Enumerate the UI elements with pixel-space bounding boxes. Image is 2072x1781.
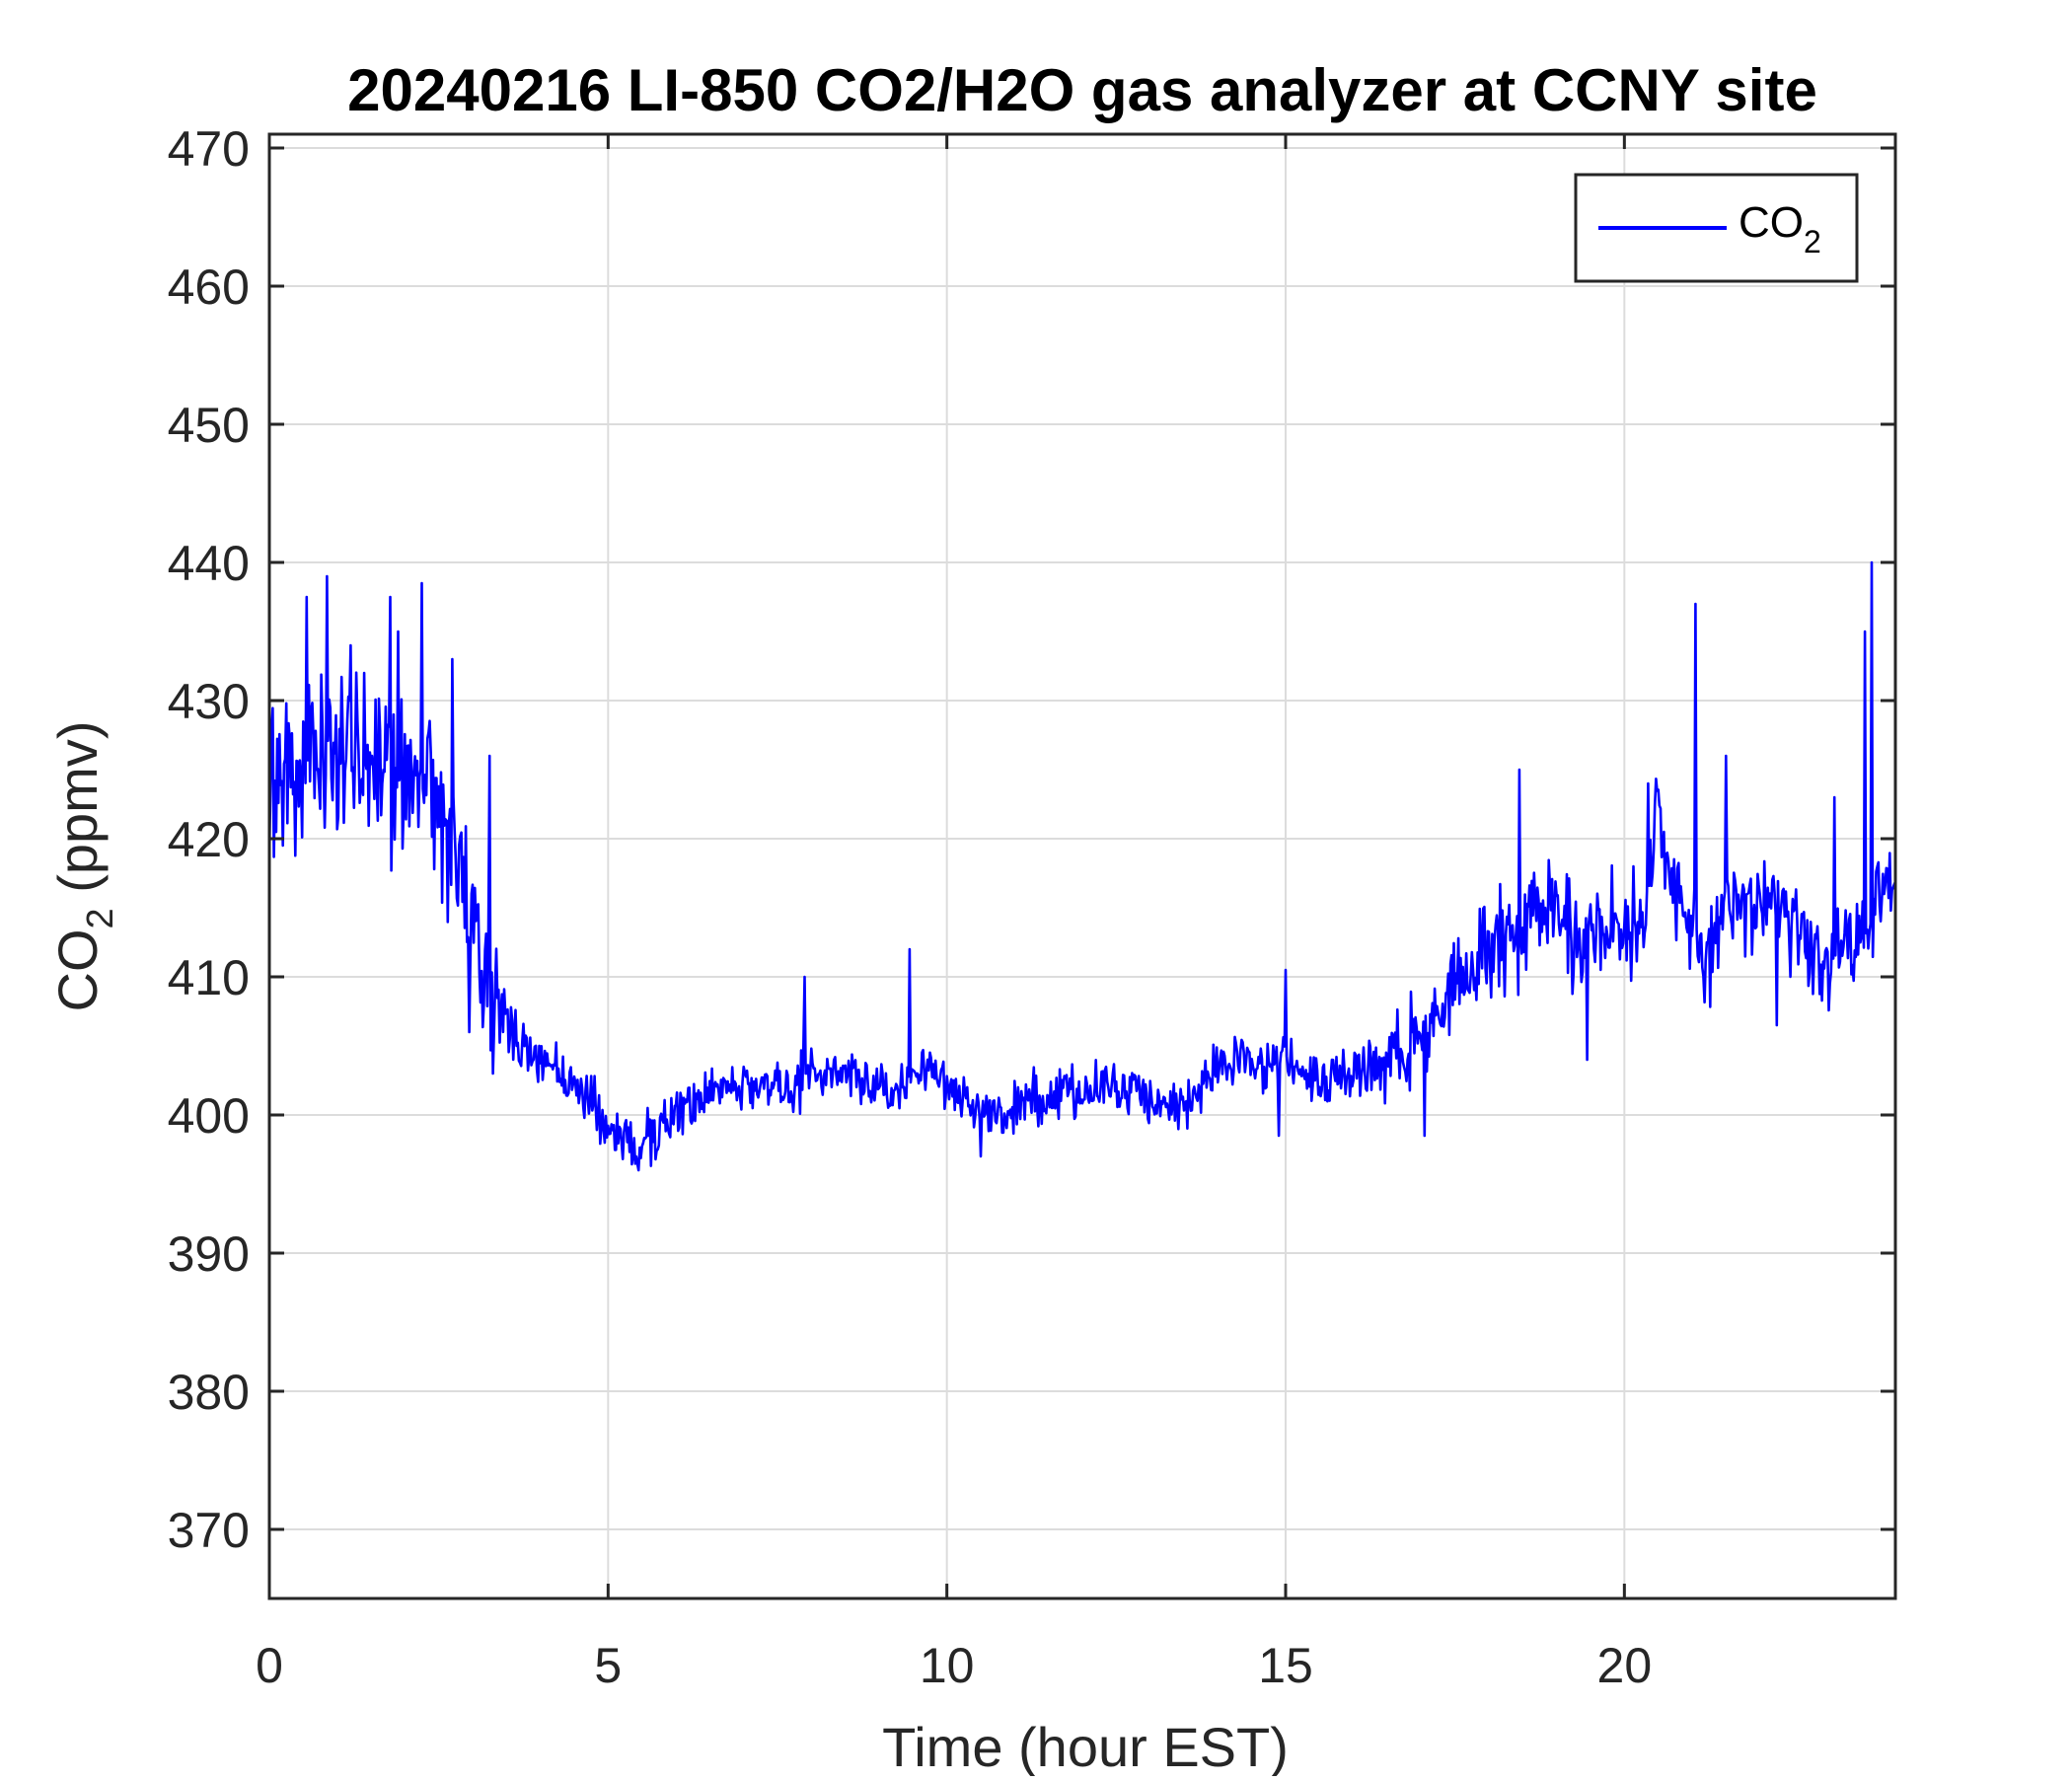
legend-label-base: CO [1739, 198, 1804, 247]
y-tick-label: 420 [168, 812, 250, 867]
axis-ticks: 0 5 10 15 20 370 380 390 400 410 420 430 440 450 460 47… [168, 121, 1895, 1693]
y-axis-label: CO2 (ppmv) [46, 721, 121, 1012]
legend-label-subscript: 2 [1804, 224, 1821, 260]
y-tick-label: 370 [168, 1503, 250, 1558]
x-tick-label: 10 [920, 1638, 975, 1693]
y-axis-label-base: CO [46, 928, 109, 1011]
chart-title: 20240216 LI-850 CO2/H2O gas analyzer at … [347, 57, 1817, 123]
y-tick-label: 380 [168, 1365, 250, 1420]
y-tick-label: 450 [168, 398, 250, 453]
x-tick-label: 20 [1597, 1638, 1653, 1693]
x-tick-label: 0 [256, 1638, 283, 1693]
y-axis-label-subscript: 2 [80, 908, 121, 928]
series-layer [267, 560, 1897, 1172]
x-tick-label: 5 [594, 1638, 622, 1693]
y-tick-label: 430 [168, 674, 250, 729]
gridlines [269, 134, 1895, 1598]
y-tick-label: 460 [168, 260, 250, 315]
axes-box [267, 132, 1897, 1600]
y-tick-label: 440 [168, 536, 250, 591]
legend-entry-co2: CO2 [1739, 198, 1821, 260]
x-tick-label: 15 [1258, 1638, 1313, 1693]
x-axis-label: Time (hour EST) [882, 1716, 1289, 1776]
legend: CO2 [1574, 173, 1859, 283]
y-axis-label-units: (ppmv) [46, 721, 109, 909]
y-tick-label: 400 [168, 1088, 250, 1144]
y-tick-label: 470 [168, 121, 250, 177]
y-tick-label: 390 [168, 1226, 250, 1282]
series-line-co2 [267, 560, 1897, 1172]
y-tick-label: 410 [168, 950, 250, 1005]
